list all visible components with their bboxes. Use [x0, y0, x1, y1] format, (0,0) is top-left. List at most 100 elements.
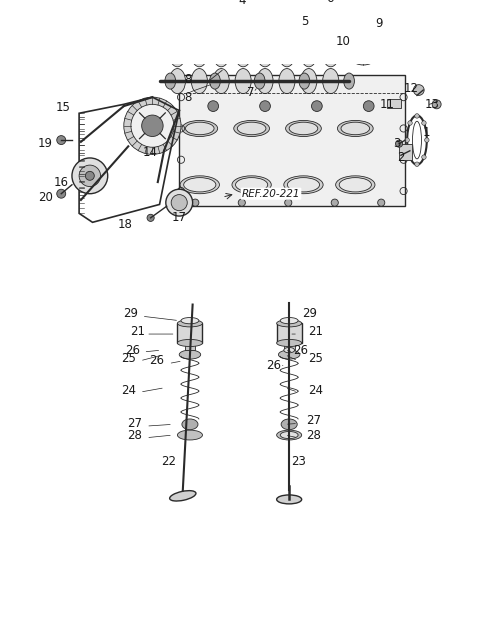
- Ellipse shape: [165, 73, 176, 89]
- Ellipse shape: [235, 42, 251, 67]
- Text: 14: 14: [143, 146, 158, 159]
- Ellipse shape: [323, 42, 339, 67]
- Circle shape: [166, 189, 192, 216]
- Circle shape: [325, 15, 337, 27]
- Text: 9: 9: [375, 17, 382, 30]
- Bar: [185, 344, 195, 350]
- Ellipse shape: [213, 68, 229, 94]
- Ellipse shape: [276, 495, 301, 504]
- Ellipse shape: [284, 176, 323, 194]
- Ellipse shape: [182, 419, 198, 429]
- Ellipse shape: [232, 176, 271, 194]
- Bar: [178, 323, 203, 343]
- Ellipse shape: [179, 350, 201, 359]
- Circle shape: [344, 26, 383, 65]
- Circle shape: [415, 114, 419, 118]
- Text: 19: 19: [37, 137, 53, 150]
- Circle shape: [285, 199, 292, 206]
- Text: 26: 26: [266, 359, 281, 372]
- Ellipse shape: [279, 42, 295, 67]
- Bar: [387, 99, 401, 108]
- Ellipse shape: [210, 46, 220, 62]
- Text: 18: 18: [118, 218, 133, 231]
- Ellipse shape: [336, 176, 375, 194]
- Text: REF.20-221: REF.20-221: [242, 189, 300, 199]
- Circle shape: [425, 138, 429, 143]
- Ellipse shape: [178, 320, 203, 327]
- Ellipse shape: [254, 73, 265, 89]
- Circle shape: [142, 115, 163, 136]
- Text: 27: 27: [127, 417, 142, 430]
- Ellipse shape: [344, 46, 354, 62]
- Circle shape: [413, 85, 424, 96]
- Text: 21: 21: [130, 325, 144, 338]
- Circle shape: [147, 214, 154, 222]
- Ellipse shape: [299, 46, 310, 62]
- Text: 23: 23: [291, 455, 306, 468]
- Circle shape: [208, 101, 218, 112]
- Circle shape: [357, 39, 370, 52]
- Circle shape: [358, 40, 369, 51]
- PathPatch shape: [179, 75, 406, 206]
- Text: 2: 2: [397, 151, 405, 165]
- Ellipse shape: [184, 178, 216, 192]
- Text: 24: 24: [121, 384, 136, 397]
- Text: 15: 15: [56, 101, 71, 114]
- Circle shape: [57, 189, 66, 198]
- Circle shape: [422, 155, 426, 159]
- Ellipse shape: [286, 120, 321, 136]
- Circle shape: [57, 136, 66, 144]
- Circle shape: [405, 138, 409, 143]
- Text: 24: 24: [309, 384, 324, 397]
- Ellipse shape: [178, 430, 203, 440]
- Text: 17: 17: [172, 212, 187, 225]
- Circle shape: [238, 199, 245, 206]
- Text: 11: 11: [380, 98, 395, 111]
- Ellipse shape: [281, 419, 297, 429]
- Ellipse shape: [289, 122, 318, 135]
- Text: 26: 26: [293, 344, 308, 357]
- Circle shape: [396, 140, 403, 147]
- Circle shape: [331, 199, 338, 206]
- Ellipse shape: [181, 318, 199, 324]
- Ellipse shape: [182, 120, 217, 136]
- Circle shape: [79, 165, 100, 186]
- Text: 20: 20: [38, 191, 53, 204]
- Ellipse shape: [299, 73, 310, 89]
- Text: 29: 29: [302, 307, 317, 320]
- Circle shape: [311, 25, 321, 36]
- Ellipse shape: [234, 120, 269, 136]
- Ellipse shape: [169, 68, 185, 94]
- Ellipse shape: [280, 431, 298, 439]
- Text: 26: 26: [149, 354, 164, 367]
- Text: 25: 25: [121, 352, 136, 365]
- Text: 6: 6: [325, 0, 333, 6]
- Circle shape: [408, 155, 412, 159]
- Text: 16: 16: [54, 176, 69, 189]
- Ellipse shape: [169, 42, 185, 67]
- Circle shape: [85, 172, 94, 180]
- Text: 13: 13: [425, 98, 440, 111]
- Ellipse shape: [323, 68, 339, 94]
- Ellipse shape: [284, 347, 295, 353]
- Ellipse shape: [237, 122, 266, 135]
- Bar: [399, 144, 412, 160]
- Text: 27: 27: [306, 414, 321, 427]
- Ellipse shape: [254, 46, 265, 62]
- Circle shape: [72, 158, 108, 194]
- Circle shape: [171, 194, 187, 210]
- Text: 12: 12: [404, 81, 419, 95]
- Ellipse shape: [213, 42, 229, 67]
- Ellipse shape: [276, 320, 301, 327]
- Circle shape: [131, 104, 174, 147]
- Ellipse shape: [337, 120, 373, 136]
- Text: 10: 10: [336, 35, 350, 48]
- Circle shape: [350, 32, 377, 59]
- Ellipse shape: [192, 42, 207, 67]
- Circle shape: [363, 101, 374, 112]
- Ellipse shape: [301, 42, 317, 67]
- Text: 26: 26: [125, 344, 140, 357]
- Text: 28: 28: [306, 429, 321, 442]
- Ellipse shape: [180, 176, 219, 194]
- Ellipse shape: [236, 178, 268, 192]
